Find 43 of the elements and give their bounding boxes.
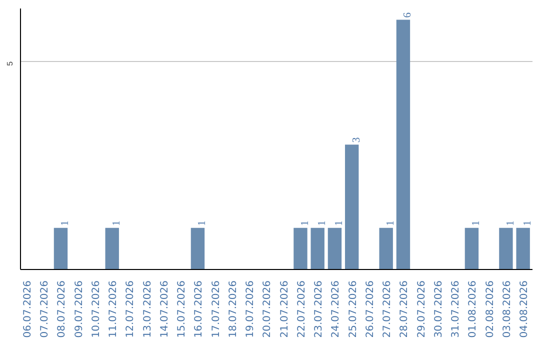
x-tick-label: 22.07.2026 [296,280,308,338]
data-label: 1 [386,220,397,226]
x-tick-label: 03.08.2026 [502,280,513,338]
x-tick-label: 16.07.2026 [194,280,205,338]
x-tick-label: 15.07.2026 [176,280,188,338]
data-label: 1 [60,220,72,226]
data-label: 1 [112,220,123,226]
data-label: 1 [317,220,328,226]
x-tick-label: 27.07.2026 [382,280,394,338]
data-label: 1 [522,220,534,226]
x-tick-label: 10.07.2026 [90,280,102,338]
x-tick-label: 31.07.2026 [450,280,462,338]
x-tick-label: 21.07.2026 [279,280,290,338]
x-tick-label: 02.08.2026 [484,280,496,338]
data-label: 1 [300,220,311,226]
y-tick-label: 5 [6,60,14,66]
x-tick-label: 14.07.2026 [159,280,170,338]
x-tick-label: 09.07.2026 [74,280,85,338]
data-label: 1 [197,220,208,226]
x-tick-label: 17.07.2026 [210,280,222,338]
data-label: 6 [402,12,414,18]
data-label: 1 [471,220,482,226]
x-tick-label: 12.07.2026 [125,280,136,338]
x-tick-label: 18.07.2026 [228,280,239,338]
x-tick-label: 11.07.2026 [108,280,120,338]
x-tick-label: 26.07.2026 [364,280,376,338]
x-tick-label: 06.07.2026 [22,280,34,338]
data-label: 1 [334,220,346,226]
x-tick-label: 07.07.2026 [40,280,51,338]
x-tick-label: 28.07.2026 [399,280,410,338]
x-tick-label: 25.07.2026 [348,280,359,338]
x-tick-label: 30.07.2026 [433,280,444,338]
data-label: 1 [505,220,516,226]
x-tick-label: 13.07.2026 [142,280,154,338]
x-tick-label: 04.08.2026 [519,280,530,338]
x-tick-label: 20.07.2026 [262,280,274,338]
x-tick-label: 29.07.2026 [416,280,428,338]
x-tick-label: 08.07.2026 [56,280,68,338]
data-label: 3 [351,137,362,143]
x-tick-label: 23.07.2026 [314,280,325,338]
x-tick-label: 01.08.2026 [468,280,479,338]
x-tick-label: 19.07.2026 [245,280,256,338]
x-tick-label: 24.07.2026 [330,280,342,338]
